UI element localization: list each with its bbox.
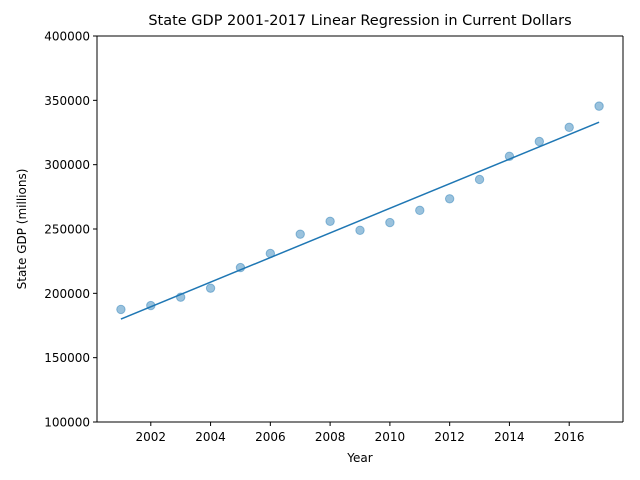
x-tick-label: 2014 (494, 430, 525, 444)
x-tick-label: 2006 (255, 430, 286, 444)
data-point (116, 304, 126, 315)
x-tick-label: 2016 (554, 430, 585, 444)
data-point (385, 217, 395, 228)
data-point (444, 194, 455, 204)
plot-area (116, 101, 604, 320)
data-point (205, 283, 216, 293)
x-axis-label: Year (346, 451, 372, 465)
x-tick-label: 2004 (195, 430, 226, 444)
data-point (564, 122, 574, 133)
x-tick-label: 2010 (375, 430, 406, 444)
y-tick-label: 100000 (44, 416, 90, 430)
y-tick-label: 250000 (44, 223, 90, 237)
data-point (355, 225, 365, 235)
y-tick-label: 200000 (44, 287, 90, 301)
axes: 2002 2004 2006 2008 2010 2012 2014 2016 100000 15… (44, 30, 624, 444)
x-tick-label: 2012 (434, 430, 465, 444)
y-tick-label: 300000 (44, 158, 90, 172)
x-tick-label: 2008 (315, 430, 346, 444)
data-point (325, 216, 335, 226)
data-point (474, 174, 485, 185)
y-tick-label: 400000 (44, 30, 90, 44)
data-point (534, 136, 545, 147)
y-axis-label: State GDP (millions) (15, 169, 29, 290)
data-point (415, 205, 425, 216)
y-tick-label: 150000 (44, 351, 90, 365)
regression-line (120, 121, 600, 320)
chart-title: State GDP 2001-2017 Linear Regression in… (148, 13, 571, 29)
data-point (594, 101, 604, 111)
data-point (295, 229, 305, 239)
y-tick-label: 350000 (44, 94, 90, 108)
x-tick-label: 2002 (136, 430, 167, 444)
